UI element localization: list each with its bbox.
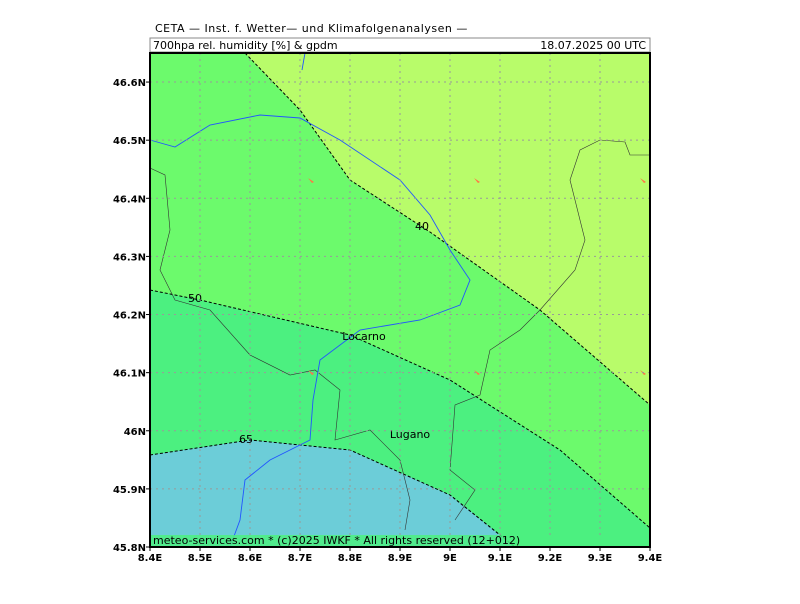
institution: CETA — Inst. f. Wetter— und Klimafolgena…	[155, 22, 468, 35]
contour-line	[149, 289, 651, 529]
x-tick-label: 9.3E	[588, 553, 613, 564]
footer-strip	[150, 535, 650, 547]
border	[149, 167, 411, 531]
wind-markers	[308, 178, 646, 375]
humidity-field	[150, 440, 515, 547]
contour-label: 50	[188, 292, 202, 305]
valid-time: 18.07.2025 00 UTC	[540, 39, 646, 52]
y-tick-label: 45.9N	[113, 485, 146, 496]
contour-label: 40	[415, 220, 429, 233]
y-tick-label: 45.8N	[113, 543, 146, 554]
x-tick-label: 8.7E	[288, 553, 313, 564]
place-label: Locarno	[342, 330, 386, 343]
y-tick-label: 46N	[124, 427, 146, 438]
x-tick-label: 8.4E	[138, 553, 163, 564]
y-tick-label: 46.5N	[113, 136, 146, 147]
wind-barb	[474, 370, 480, 375]
x-tick-label: 9.1E	[488, 553, 513, 564]
wind-barb	[308, 178, 314, 183]
y-tick-label: 46.2N	[113, 311, 146, 322]
y-tick-label: 46.4N	[113, 194, 146, 205]
x-tick-label: 8.9E	[388, 553, 413, 564]
wind-barb	[474, 178, 480, 183]
place-label: Lugano	[390, 428, 431, 441]
x-tick-label: 9E	[443, 553, 457, 564]
x-tick-label: 9.4E	[638, 553, 663, 564]
x-tick-label: 8.5E	[188, 553, 213, 564]
wind-barb	[640, 178, 646, 183]
border	[449, 139, 650, 521]
river	[149, 114, 471, 548]
contour-label: 65	[239, 433, 253, 446]
product-title: 700hpa rel. humidity [%] & gpdm	[153, 39, 338, 52]
x-tick-label: 8.6E	[238, 553, 263, 564]
river	[301, 52, 306, 71]
map-area: 40 50 65 Locarno Lugano meteo-services.c…	[149, 52, 651, 548]
y-tick-label: 46.6N	[113, 78, 146, 89]
x-tick-label: 9.2E	[538, 553, 563, 564]
contour-line	[244, 52, 651, 406]
footer: meteo-services.com * (c)2025 IWKF * All …	[153, 534, 520, 547]
y-tick-label: 46.3N	[113, 252, 146, 263]
x-tick-label: 8.8E	[338, 553, 363, 564]
y-tick-label: 46.1N	[113, 369, 146, 380]
wind-barb	[308, 370, 314, 375]
